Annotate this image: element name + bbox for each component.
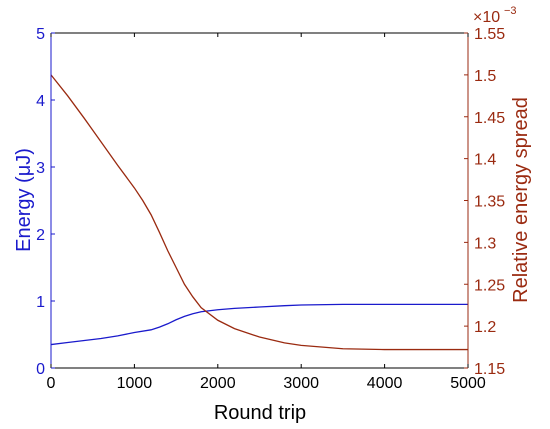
right-axis-multiplier-base: ×10	[473, 9, 500, 26]
right-axis-multiplier-exponent: −3	[504, 5, 517, 17]
right-y-tick-label: 1.3	[474, 235, 496, 252]
left-y-tick-label: 2	[36, 227, 45, 244]
series-line-left	[50, 303, 468, 346]
left-y-tick-label: 3	[36, 160, 45, 177]
x-tick-label: 1000	[117, 375, 153, 392]
left-y-tick-label: 4	[36, 93, 45, 110]
right-y-tick-label: 1.25	[474, 277, 505, 294]
right-y-tick-label: 1.35	[474, 194, 505, 211]
right-y-tick-label: 1.45	[474, 110, 505, 127]
left-y-tick-label: 0	[36, 361, 45, 378]
x-tick-label: 0	[47, 375, 56, 392]
right-axis-multiplier: ×10 −3	[473, 5, 517, 26]
left-y-tick-label: 1	[36, 294, 45, 311]
right-axis-title: Relative energy spread	[510, 97, 532, 303]
right-y-tick-label: 1.5	[474, 68, 496, 85]
right-y-tick-label: 1.4	[474, 152, 496, 169]
x-tick-label: 2000	[200, 375, 236, 392]
right-y-tick-label: 1.55	[474, 26, 505, 43]
x-axis-title: Round trip	[214, 402, 306, 424]
series-line-right	[50, 74, 468, 351]
left-axis-title: Energy (μJ)	[13, 148, 35, 252]
x-tick-label: 3000	[283, 375, 319, 392]
right-y-tick-label: 1.2	[474, 319, 496, 336]
left-y-tick-label: 5	[36, 26, 45, 43]
x-tick-label: 4000	[367, 375, 403, 392]
x-tick-label: 5000	[450, 375, 486, 392]
right-y-tick-label: 1.15	[474, 361, 505, 378]
